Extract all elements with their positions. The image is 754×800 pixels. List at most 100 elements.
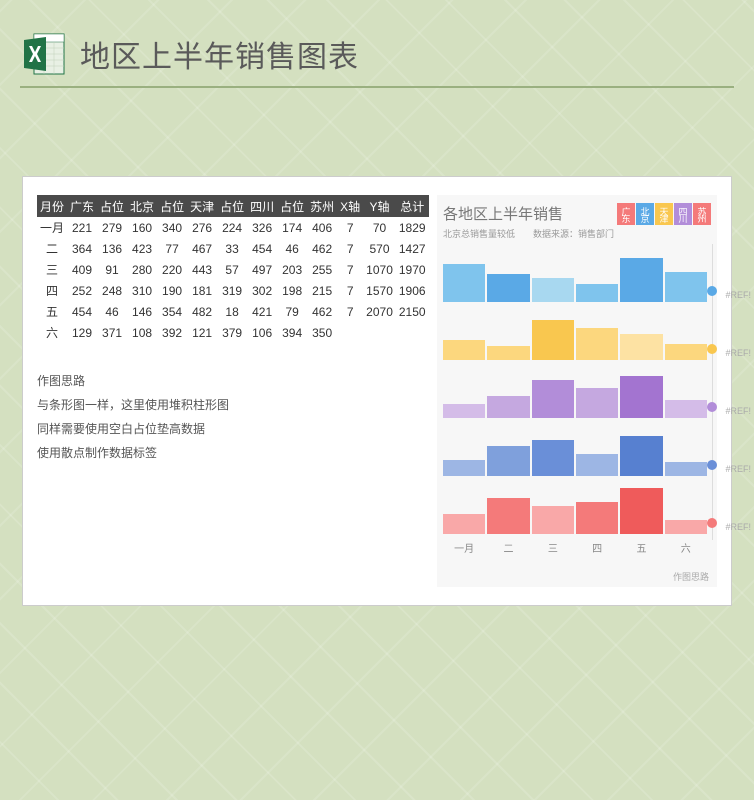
timeline bbox=[709, 366, 715, 418]
table-cell: 482 bbox=[187, 301, 217, 322]
table-cell: 57 bbox=[217, 259, 247, 280]
table-cell: 79 bbox=[277, 301, 307, 322]
table-cell: 一月 bbox=[37, 217, 67, 238]
chart-bar bbox=[620, 436, 662, 476]
table-header-cell: 占位 bbox=[97, 195, 127, 217]
mini-chart: #REF! bbox=[443, 366, 711, 418]
table-cell: 160 bbox=[127, 217, 157, 238]
table-cell: 280 bbox=[127, 259, 157, 280]
chart-bar bbox=[487, 346, 529, 360]
table-cell: 423 bbox=[127, 238, 157, 259]
bars-wrap bbox=[443, 366, 711, 418]
chart-bar bbox=[532, 320, 574, 360]
table-cell: 7 bbox=[337, 217, 363, 238]
ref-label: #REF! bbox=[725, 290, 751, 300]
chart-bar bbox=[620, 488, 662, 534]
notes-line: 使用散点制作数据标签 bbox=[37, 441, 437, 465]
chart-subtitle-1: 北京总销售量较低 bbox=[443, 227, 515, 240]
table-cell: 181 bbox=[187, 280, 217, 301]
notes-line: 同样需要使用空白占位垫高数据 bbox=[37, 417, 437, 441]
table-row: 一月2212791603402762243261744067701829 bbox=[37, 217, 429, 238]
mini-chart: #REF! bbox=[443, 308, 711, 360]
table-header-cell: 占位 bbox=[217, 195, 247, 217]
table-cell: 106 bbox=[247, 322, 277, 343]
chart-bar bbox=[487, 274, 529, 302]
table-cell: 六 bbox=[37, 322, 67, 343]
chart-bar bbox=[532, 380, 574, 418]
table-cell: 406 bbox=[307, 217, 337, 238]
mini-chart: #REF! bbox=[443, 424, 711, 476]
table-row: 六129371108392121379106394350 bbox=[37, 322, 429, 343]
table-cell: 136 bbox=[97, 238, 127, 259]
chart-bar bbox=[620, 258, 662, 302]
chart-subtitle-2: 数据来源：销售部门 bbox=[533, 227, 614, 240]
ref-label: #REF! bbox=[725, 464, 751, 474]
ref-label: #REF! bbox=[725, 406, 751, 416]
table-cell: 462 bbox=[307, 301, 337, 322]
table-cell: 46 bbox=[97, 301, 127, 322]
table-cell bbox=[396, 322, 429, 343]
chart-bar bbox=[487, 498, 529, 534]
x-axis-labels: 一月二三四五六 bbox=[443, 540, 711, 555]
table-cell: 454 bbox=[67, 301, 97, 322]
table-cell: 1427 bbox=[396, 238, 429, 259]
table-cell: 310 bbox=[127, 280, 157, 301]
table-row: 二36413642377467334544646275701427 bbox=[37, 238, 429, 259]
table-header-cell: 四川 bbox=[247, 195, 277, 217]
table-cell: 421 bbox=[247, 301, 277, 322]
chart-bar bbox=[665, 344, 707, 360]
chart-bar bbox=[532, 440, 574, 476]
charts-stack: #REF!#REF!#REF!#REF!#REF! bbox=[443, 250, 711, 534]
left-column: 月份广东占位北京占位天津占位四川占位苏州X轴Y轴总计 一月22127916034… bbox=[37, 195, 437, 587]
timeline bbox=[709, 424, 715, 476]
chart-bar bbox=[443, 460, 485, 476]
table-cell: 350 bbox=[307, 322, 337, 343]
table-cell: 1970 bbox=[396, 259, 429, 280]
table-cell: 2070 bbox=[363, 301, 396, 322]
table-cell: 7 bbox=[337, 259, 363, 280]
table-cell: 379 bbox=[217, 322, 247, 343]
table-body: 一月2212791603402762243261744067701829二364… bbox=[37, 217, 429, 343]
table-cell: 319 bbox=[217, 280, 247, 301]
table-header-cell: 月份 bbox=[37, 195, 67, 217]
chart-bar bbox=[665, 520, 707, 534]
notes-section: 作图思路 与条形图一样，这里使用堆积柱形图同样需要使用空白占位垫高数据使用散点制… bbox=[37, 369, 437, 465]
timeline-dot bbox=[707, 518, 717, 528]
chart-footer-note: 作图思路 bbox=[673, 570, 709, 583]
x-label: 三 bbox=[532, 540, 574, 555]
mini-chart: #REF! bbox=[443, 250, 711, 302]
table-cell: 190 bbox=[157, 280, 187, 301]
chart-bar bbox=[487, 446, 529, 476]
table-cell: 497 bbox=[247, 259, 277, 280]
table-cell: 五 bbox=[37, 301, 67, 322]
bars-wrap bbox=[443, 250, 711, 302]
chart-bar bbox=[532, 506, 574, 534]
chart-bar bbox=[576, 284, 618, 302]
table-cell: 108 bbox=[127, 322, 157, 343]
table-cell: 二 bbox=[37, 238, 67, 259]
table-cell: 203 bbox=[277, 259, 307, 280]
notes-line: 与条形图一样，这里使用堆积柱形图 bbox=[37, 393, 437, 417]
chart-bar bbox=[665, 272, 707, 302]
chart-bar bbox=[576, 454, 618, 476]
table-cell: 121 bbox=[187, 322, 217, 343]
table-cell: 252 bbox=[67, 280, 97, 301]
table-cell: 364 bbox=[67, 238, 97, 259]
table-cell: 146 bbox=[127, 301, 157, 322]
x-label: 六 bbox=[665, 540, 707, 555]
legend-item: 北京 bbox=[636, 203, 654, 225]
chart-panel: 各地区上半年销售 北京总销售量较低 数据来源：销售部门 广东北京天津四川苏州 #… bbox=[437, 195, 717, 587]
bars-wrap bbox=[443, 424, 711, 476]
table-cell: 409 bbox=[67, 259, 97, 280]
main-panel: 月份广东占位北京占位天津占位四川占位苏州X轴Y轴总计 一月22127916034… bbox=[22, 176, 732, 606]
timeline-dot bbox=[707, 286, 717, 296]
chart-bar bbox=[443, 514, 485, 534]
timeline bbox=[709, 308, 715, 360]
chart-bar bbox=[576, 388, 618, 418]
chart-bar bbox=[443, 340, 485, 360]
table-cell: 220 bbox=[157, 259, 187, 280]
table-cell bbox=[363, 322, 396, 343]
chart-legend: 广东北京天津四川苏州 bbox=[617, 203, 711, 225]
timeline bbox=[709, 482, 715, 534]
table-cell: 302 bbox=[247, 280, 277, 301]
